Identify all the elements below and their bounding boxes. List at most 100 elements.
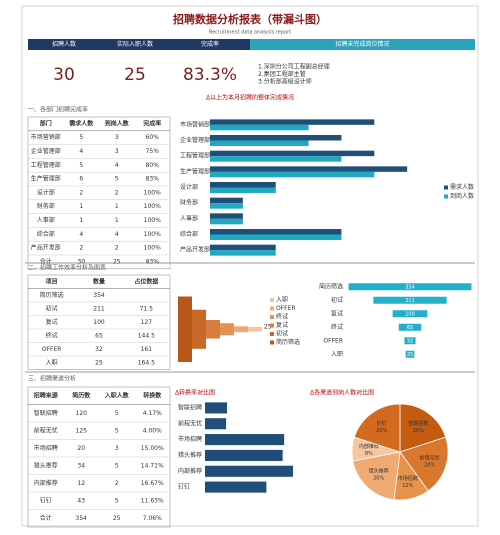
bar [205, 449, 283, 461]
legend-swatch [270, 340, 274, 345]
legend-swatch [270, 323, 274, 328]
category-label: 产品开发部 [180, 246, 210, 254]
table-cell: 25 [95, 359, 103, 366]
table-header: 占位数据 [134, 277, 158, 285]
table-cell: 5 [115, 427, 119, 434]
table-cell: 354 [76, 515, 88, 522]
table-header: 到岗人数 [105, 119, 130, 127]
category-label: 初试 [331, 296, 343, 304]
category-label: 智联招聘 [178, 403, 202, 411]
table-cell: 5 [79, 134, 83, 141]
slice-label: 猎头推荐 [369, 468, 389, 475]
category-label: 人事部 [180, 214, 198, 222]
table-cell: 2 [115, 245, 119, 252]
table-cell: 127 [141, 319, 153, 326]
table-header: 入职人数 [104, 391, 130, 399]
kpi-value: 30 [53, 65, 75, 85]
category-label: 综合部 [180, 230, 198, 238]
table-cell: 15.00% [141, 445, 164, 452]
table-header: 转换数 [143, 391, 162, 399]
table-cell: 34 [77, 462, 85, 469]
table-cell: 65 [95, 332, 103, 339]
category-label: 钉钉 [178, 483, 190, 491]
category-label: 设计部 [180, 183, 198, 191]
slice-value: 20% [413, 428, 424, 434]
table-cell: 83% [146, 176, 160, 183]
legend-swatch [270, 315, 274, 319]
legend-label: 入职 [276, 297, 288, 304]
table-cell: 71.5 [140, 305, 154, 312]
category-label: 工程管理部 [180, 152, 210, 160]
table-cell: 4.17% [143, 410, 162, 417]
table-cell: 3 [115, 445, 119, 452]
chart-title: Δ转换率对比图 [175, 389, 215, 397]
slice-value: 20% [424, 463, 435, 469]
bar [210, 229, 342, 235]
unfinished-item: 3.分析部高级设计师 [258, 78, 312, 86]
table-cell: 120 [76, 410, 88, 417]
data-label: 211 [405, 298, 415, 304]
table-cell: 前程无忧 [34, 426, 58, 434]
funnel-bar [405, 350, 415, 358]
bar [210, 150, 375, 157]
table-cell: 智联招聘 [34, 409, 58, 417]
table-cell: 5 [115, 497, 119, 504]
bar [210, 171, 375, 178]
table-cell: 财务部 [37, 202, 55, 210]
pie-slice [399, 436, 449, 492]
table-header: 招聘来源 [34, 391, 58, 399]
category-label: 复试 [331, 309, 343, 317]
table-cell: 32 [95, 346, 103, 353]
table-cell: 4 [115, 231, 119, 238]
table-cell: 211 [93, 305, 105, 312]
table-cell: 猎头推荐 [34, 461, 58, 469]
category-label: 企业管理部 [180, 136, 210, 144]
bar [210, 182, 276, 188]
legend-swatch [444, 185, 448, 190]
legend-swatch [270, 298, 274, 302]
table-cell: 354 [93, 292, 105, 299]
bar [210, 203, 243, 209]
funnel-bar [348, 283, 472, 291]
funnel-bar [373, 296, 447, 304]
table-cell: 工程管理部 [31, 161, 61, 169]
table-cell: 20 [77, 445, 85, 452]
table-cell: 内部推荐 [34, 479, 58, 487]
table-cell: 5 [115, 410, 119, 417]
waterfall-bar [234, 326, 248, 333]
table-cell: 入职 [46, 359, 58, 366]
legend-label: 到岗人数 [450, 192, 474, 200]
slice-value: 20% [376, 428, 387, 434]
table-header: 部门 [40, 119, 52, 127]
bar [210, 135, 342, 141]
table-cell: OFFER [42, 346, 62, 353]
category-label: 终试 [331, 323, 343, 331]
table-cell: 合计 [40, 514, 52, 522]
kpi-value: 25 [124, 65, 146, 85]
data-label: 100 [405, 311, 415, 317]
category-label: 前程无忧 [178, 419, 202, 427]
table-cell: 市场营销部 [31, 133, 61, 141]
table-cell: 1 [115, 203, 119, 210]
header-label: 实际入职人数 [117, 40, 153, 48]
table-cell: 43 [77, 497, 85, 504]
table-cell: 164.5 [138, 359, 155, 366]
table-cell: 1 [115, 217, 119, 224]
slice-label: 市场招聘 [398, 475, 418, 482]
data-label: 354 [405, 284, 415, 290]
legend-label: 复试 [276, 321, 288, 329]
header-cell [170, 39, 250, 50]
slice-label: 智联招聘 [408, 420, 428, 427]
unfinished-item: 1.深圳分公司工程副总经理 [258, 63, 330, 71]
bar [210, 234, 342, 240]
table-cell: 4 [79, 148, 83, 155]
category-label: 市场营销部 [180, 120, 210, 128]
category-label: 简历筛选 [319, 282, 343, 290]
table-cell: 综合部 [37, 230, 55, 238]
table-cell: 30 [77, 258, 85, 265]
kpi-value: 83.3% [183, 65, 237, 85]
table-frame [27, 274, 171, 370]
table-cell: 4 [115, 162, 119, 169]
